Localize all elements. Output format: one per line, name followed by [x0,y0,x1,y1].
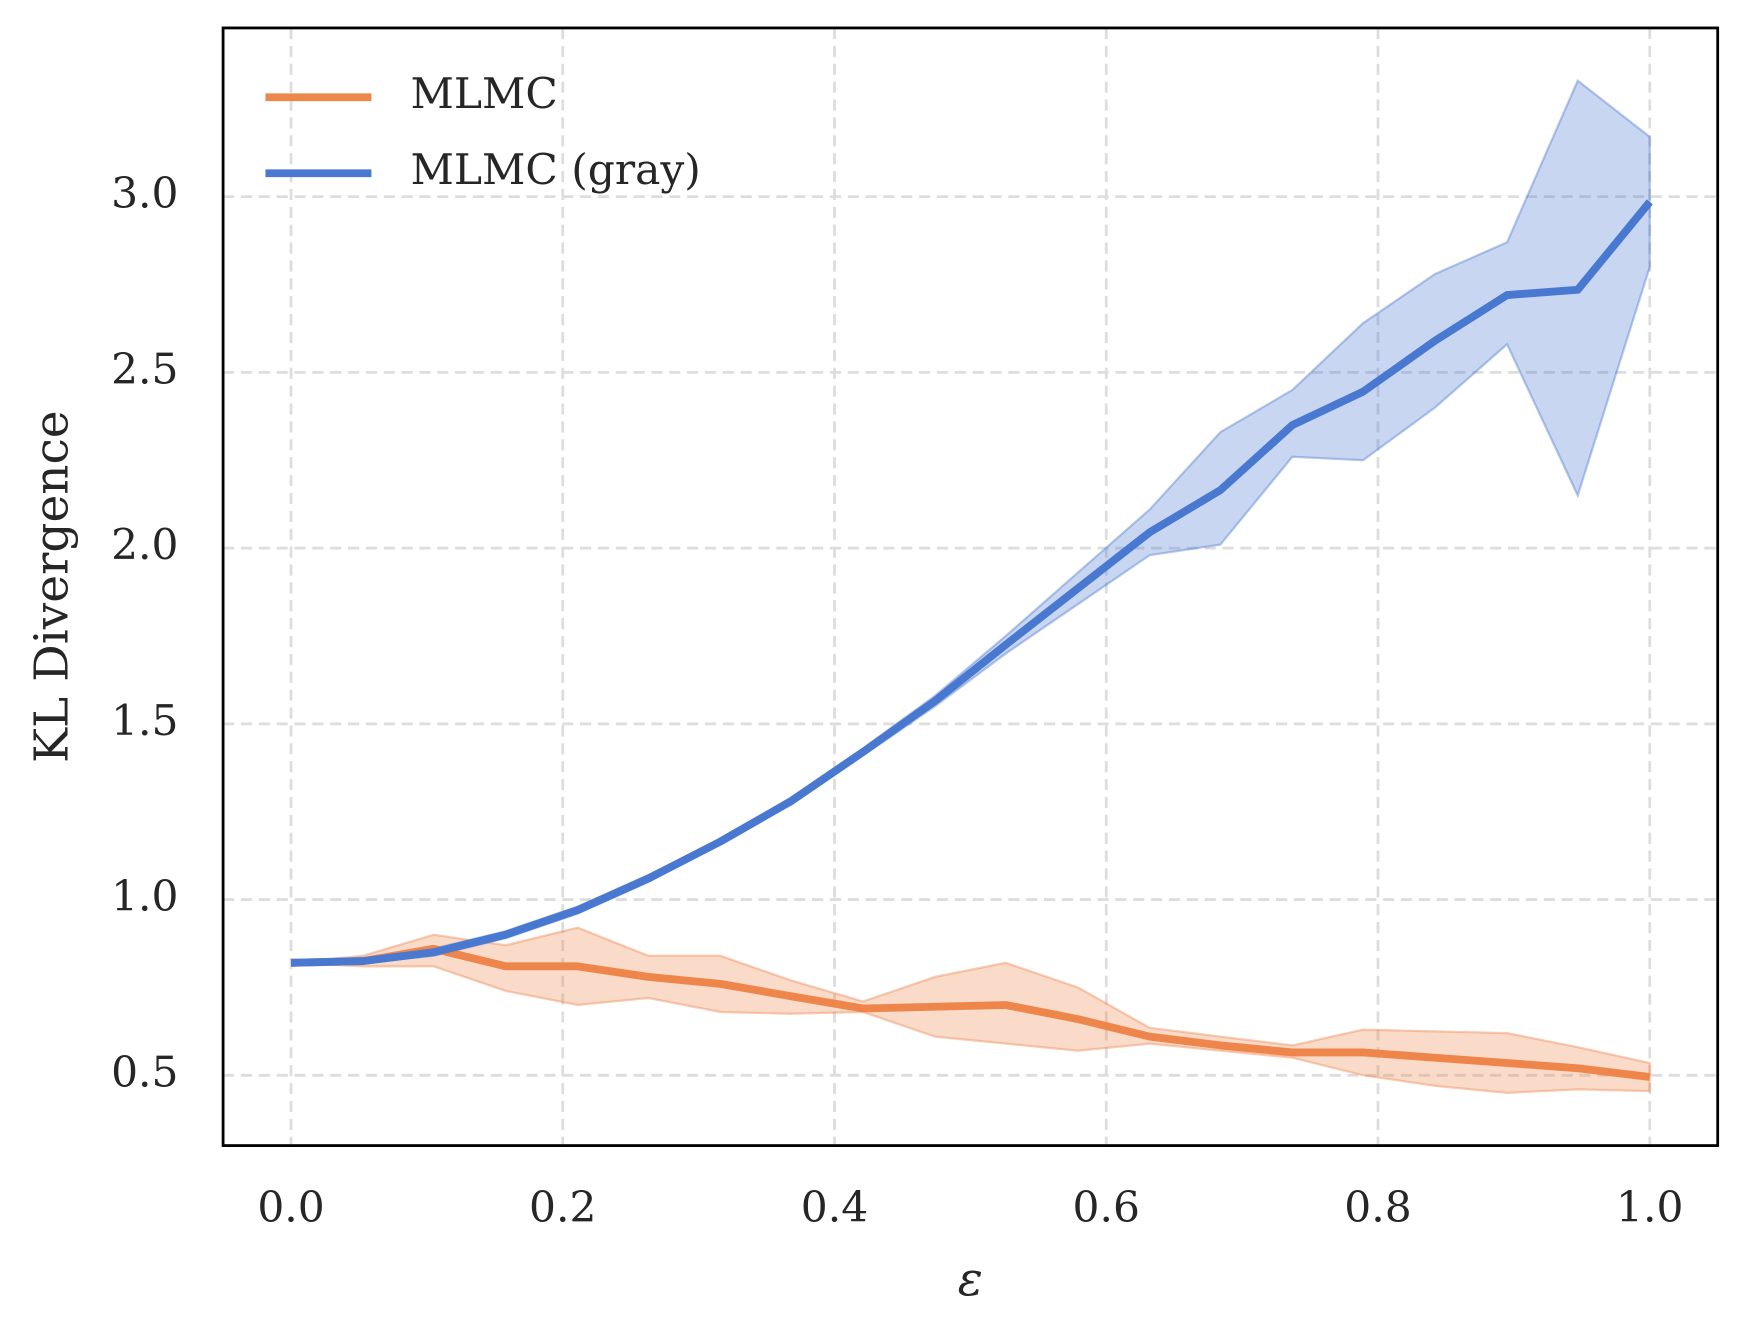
x-tick-label: 0.0 [257,1183,324,1232]
line [290,944,1651,1081]
legend-label: MLMC (gray) [410,146,700,195]
x-tick-label: 1.0 [1616,1183,1683,1232]
line [290,199,1653,967]
x-axis-label: ε [958,1252,983,1307]
x-tick-label: 0.4 [801,1183,868,1232]
y-tick-label: 0.5 [111,1048,178,1097]
legend-label: MLMC [410,70,557,119]
y-tick-label: 2.5 [111,345,178,394]
x-tick-label: 0.6 [1073,1183,1140,1232]
y-tick-label: 1.5 [111,697,178,746]
x-tick-label: 0.2 [529,1183,596,1232]
y-tick-label: 1.0 [111,873,178,922]
y-tick-label: 2.0 [111,521,178,570]
y-axis-label: KL Divergence [25,410,80,763]
plot-frame [221,26,1720,1147]
error-band [290,926,1651,1094]
x-tick-label: 0.8 [1344,1183,1411,1232]
y-tick-label: 3.0 [111,170,178,219]
error-band [290,78,1651,964]
